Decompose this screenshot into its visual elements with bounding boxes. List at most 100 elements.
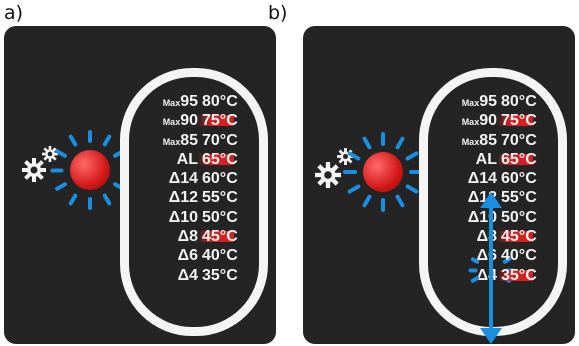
indicator-temp: 50°C [501,208,537,226]
indicator-prefix: Max [162,98,181,108]
indicator-list: Max95 80°C Max90 75°C Max85 70°C AL 65°C Δ14 60°C… [142,92,262,285]
indicator-label: Max85 [462,131,497,152]
light-ray [404,183,419,194]
light-ray [394,193,405,208]
led-indicator-icon [363,152,403,192]
indicator-row: Δ14 60°C [142,169,262,188]
indicator-temp: 60°C [202,170,238,188]
light-ray [468,268,477,272]
indicator-value: Δ4 [177,266,198,284]
indicator-value: AL [475,150,497,168]
indicator-temp: 80°C [501,93,537,110]
indicator-value: 85 [479,131,497,149]
indicator-row: Max85 70°C [441,131,561,150]
indicator-value: 95 [479,93,497,110]
indicator-value: 90 [180,112,198,130]
indicator-value: 95 [180,93,198,110]
indicator-temp: 55°C [501,189,537,207]
indicator-row: Δ4 35°C [441,266,561,285]
indicator-label: Δ14 [169,169,198,188]
light-ray [68,134,79,148]
light-ray [50,168,63,172]
indicator-row: Δ4 35°C [142,266,262,285]
indicator-temp: 50°C [202,208,238,226]
indicator-temp: 70°C [202,131,238,149]
indicator-temp: 35°C [202,266,238,284]
indicator-temp: 70°C [501,131,537,149]
indicator-temp: 80°C [202,93,238,110]
light-ray [381,198,385,212]
indicator-row: Δ6 40°C [142,246,262,265]
indicator-value: Δ6 [177,247,198,265]
indicator-temp: 65°C [202,150,238,168]
indicator-row: Max85 70°C [142,131,262,150]
gear-icon [22,158,46,182]
indicator-temp: 35°C [501,266,537,284]
indicator-value: AL [176,150,198,168]
indicator-label: Δ12 [169,188,198,207]
indicator-temp: 40°C [202,247,238,265]
indicator-row: Max90 75°C [441,111,561,130]
light-ray [101,192,112,206]
indicator-label: Max95 [462,92,497,113]
label-b: b) [268,2,288,24]
indicator-value: Δ12 [168,189,198,207]
indicator-row: Max95 80°C [142,92,262,111]
light-ray [343,170,357,174]
indicator-temp: 60°C [501,170,537,188]
indicator-label: Δ6 [178,246,198,265]
light-ray [54,181,68,192]
indicator-prefix: Max [162,136,181,147]
indicator-value: 90 [479,112,497,130]
indicator-temp: 65°C [501,150,537,168]
label-a: a) [4,2,24,24]
indicator-row: Max95 80°C [441,92,561,111]
indicator-value: Δ14 [467,170,497,188]
up-down-arrow-icon [480,192,502,344]
panel-a: Max95 80°C Max90 75°C Max85 70°C AL 65°C Δ14 60°C… [4,26,276,344]
indicator-label: Max90 [462,111,497,132]
indicator-value: Δ14 [168,170,198,188]
indicator-prefix: Max [461,136,480,147]
led-indicator-icon [70,150,110,190]
indicator-row: Δ10 50°C [142,208,262,227]
indicator-led-bar [497,153,533,165]
indicator-row: AL 65°C [441,150,561,169]
indicator-led-bar [198,153,234,165]
indicator-row: Δ8 45°C [441,227,561,246]
indicator-prefix: Max [461,117,480,128]
indicator-prefix: Max [162,117,181,128]
indicator-row: Max90 75°C [142,111,262,130]
indicator-temp: 75°C [202,112,238,130]
indicator-label: Δ10 [169,208,198,227]
indicator-row: Δ10 50°C [441,208,561,227]
light-ray [394,136,405,151]
panel-b: Max95 80°C Max90 75°C Max85 70°C AL 65°C Δ14 60°C… [303,26,575,344]
indicator-led-bar [198,231,234,243]
indicator-row: Δ8 45°C [142,227,262,246]
indicator-led-bar [198,115,234,127]
indicator-temp: 75°C [501,112,537,130]
indicator-temp: 55°C [202,189,238,207]
indicator-label: Δ4 [178,266,198,285]
indicator-temp: 45°C [202,228,238,246]
indicator-value: Δ10 [168,208,198,226]
indicator-row: Δ14 60°C [441,169,561,188]
light-ray [68,192,79,206]
light-ray [101,134,112,148]
indicator-label: Δ14 [468,169,497,188]
light-ray [361,193,372,208]
light-ray [381,132,385,146]
indicator-label: AL [476,150,497,169]
indicator-label: Max95 [163,92,198,113]
indicator-temp: 40°C [501,247,537,265]
indicator-led-bar [497,269,533,281]
indicator-label: AL [177,150,198,169]
indicator-row: Δ6 40°C [441,246,561,265]
indicator-led-bar [497,115,533,127]
light-ray [347,183,362,194]
indicator-row: AL 65°C [142,150,262,169]
light-ray [88,130,92,143]
indicator-value: Δ8 [177,228,198,246]
display-oval [120,68,268,336]
